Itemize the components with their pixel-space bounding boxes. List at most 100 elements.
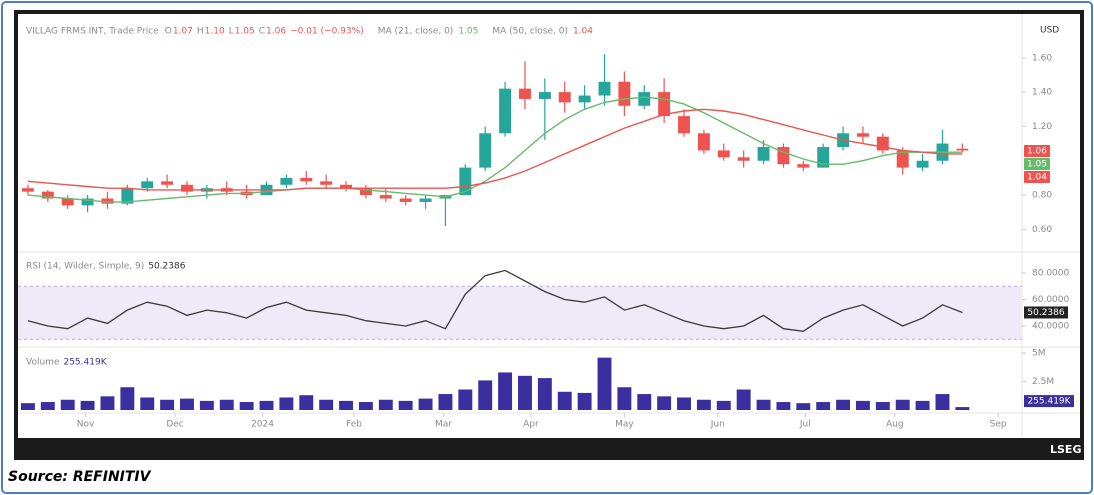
volume-bar: [875, 402, 890, 410]
volume-bar: [577, 392, 592, 410]
candle-body: [658, 92, 671, 117]
legend-value: 1.07: [173, 27, 193, 37]
legend-key: C: [259, 27, 265, 37]
volume-bar: [319, 399, 334, 410]
volume-bar: [299, 395, 314, 410]
candle-body: [61, 198, 74, 206]
legend-key: L: [229, 27, 234, 37]
price-tag: [1024, 145, 1050, 157]
volume-bar: [736, 389, 751, 410]
x-tick-label: Jun: [710, 420, 725, 430]
candle-body: [797, 164, 810, 168]
y-tick-label: 80.0000: [1032, 269, 1069, 279]
y-tick-label: 5M: [1032, 349, 1046, 359]
currency: USD: [1040, 26, 1059, 36]
candle-body: [161, 181, 174, 185]
volume-bar: [120, 387, 135, 410]
x-tick-label: May: [615, 420, 634, 430]
x-tick-label: Sep: [990, 420, 1007, 430]
candle-body: [717, 150, 730, 158]
volume-bar: [279, 397, 294, 410]
volume-bar: [199, 400, 214, 410]
legend-entry: Volume: [26, 358, 60, 368]
volume-bar: [20, 403, 35, 410]
x-tick-label: Jul: [799, 420, 811, 430]
chart-area: [18, 14, 1080, 438]
volume-bar: [935, 394, 950, 410]
volume-bar: [498, 372, 513, 410]
volume-bar: [80, 400, 95, 410]
candle-body: [678, 116, 690, 134]
legend-title: VILLAG FRMS INT, Trade Price: [26, 27, 159, 37]
volume-bar: [160, 399, 175, 410]
y-tick-label: 0.80: [1032, 191, 1052, 201]
candle-body: [697, 133, 710, 151]
candle-body: [916, 160, 929, 168]
y-tick-label: 1.60: [1032, 53, 1052, 63]
y-tick-label: 60.0000: [1032, 295, 1069, 305]
candle-body: [320, 181, 333, 185]
legend-value: 1.10: [205, 27, 225, 37]
legend-value: 255.419K: [63, 358, 107, 368]
legend-value: 1.05: [235, 27, 255, 37]
candle-body: [340, 184, 353, 189]
volume-bar: [716, 400, 731, 410]
volume-bar: [637, 394, 652, 410]
price-tag-label: 1.06: [1027, 147, 1047, 157]
volume-bar: [756, 399, 771, 410]
volume-bar: [219, 399, 234, 410]
candle-body: [359, 188, 372, 196]
candle-body: [876, 136, 889, 151]
legend-value: 1.04: [573, 27, 593, 37]
price-tag: [1024, 158, 1050, 170]
legend-entry: MA (50, close, 0): [492, 27, 568, 37]
rsi-tag: [1024, 306, 1068, 319]
candle-body: [538, 92, 551, 99]
volume-bar: [259, 400, 274, 410]
volume-bar: [358, 402, 373, 410]
volume-bar: [597, 357, 612, 410]
rsi-band: [18, 286, 1022, 340]
y-tick-label: 0.60: [1032, 225, 1052, 235]
candle-body: [41, 191, 54, 199]
x-tick-label: Feb: [346, 420, 362, 430]
candle-body: [757, 147, 770, 161]
rsi-line: [27, 269, 963, 332]
candle-body: [300, 177, 313, 182]
volume-tag: [1024, 395, 1074, 408]
volume-bar: [557, 391, 572, 410]
volume-bar: [617, 387, 632, 410]
candle-body: [737, 157, 750, 161]
candle-body: [81, 198, 94, 206]
candle-body: [280, 177, 293, 185]
volume-bar: [378, 399, 393, 410]
volume-bar: [518, 375, 532, 410]
legend-key: H: [197, 27, 204, 37]
plot: 0.60 0.80 1.20 1.40 1.60 VILLAG FRMS INT, Tra…: [18, 27, 1074, 430]
x-tick-label: 2024: [251, 420, 274, 430]
candle-body: [896, 150, 909, 168]
candle-body: [777, 147, 790, 165]
x-tick-label: Mar: [435, 420, 452, 430]
candle-body: [141, 181, 154, 189]
ma-line: [27, 108, 963, 191]
price-tag-label: 1.05: [1027, 160, 1047, 170]
candle-body: [499, 88, 512, 134]
candle-body: [181, 184, 193, 192]
x-tick-label: Nov: [77, 420, 95, 430]
candle-body: [638, 92, 651, 106]
volume-bar: [60, 399, 75, 410]
rsi-tag-label: 50.2386: [1027, 308, 1064, 318]
volume-bar: [696, 399, 711, 410]
y-tick-label: 1.40: [1032, 88, 1052, 98]
volume-bar: [537, 378, 552, 410]
legend-value: 50.2386: [148, 262, 185, 272]
candle-body: [598, 81, 611, 96]
x-tick-label: Dec: [166, 420, 183, 430]
candle-body: [618, 81, 631, 106]
candle-body: [956, 148, 969, 151]
legend-key: O: [165, 27, 172, 37]
y-tick-label: 40.0000: [1032, 322, 1069, 332]
candle-body: [101, 198, 114, 204]
